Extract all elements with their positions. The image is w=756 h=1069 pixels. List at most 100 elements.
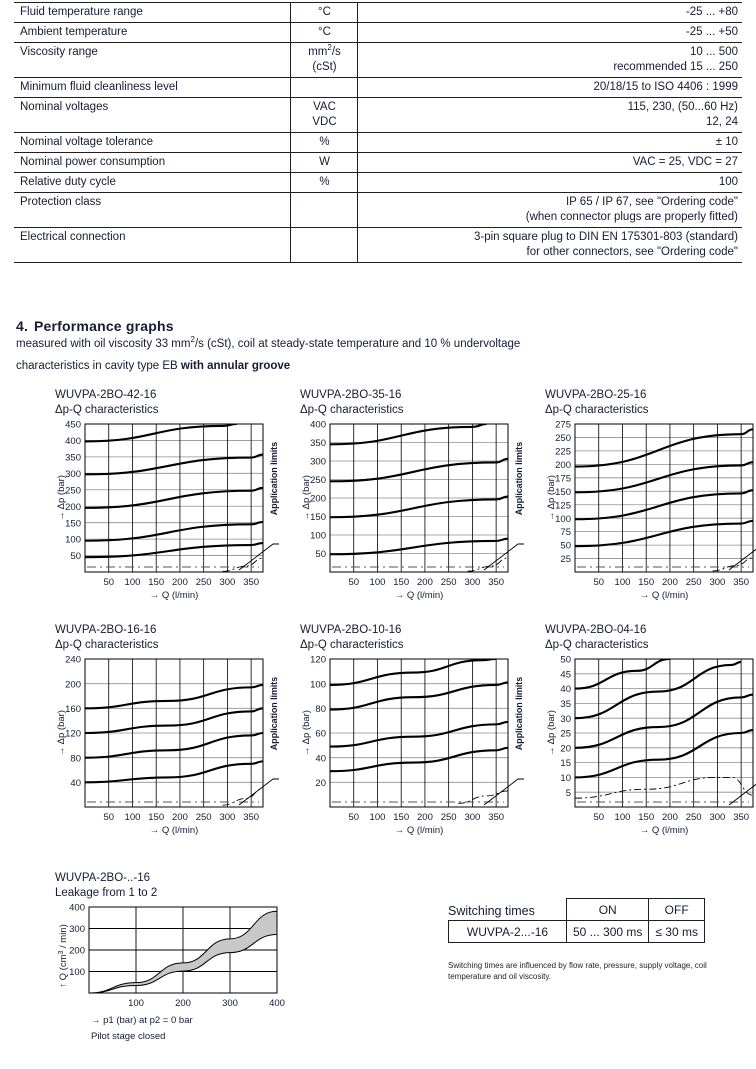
spec-name: Relative duty cycle: [14, 172, 290, 193]
series-curve-3: [575, 461, 753, 494]
spec-value: ± 10: [357, 132, 742, 153]
series-curve-3: [575, 660, 742, 720]
spec-unit: °C: [289, 2, 358, 23]
svg-text:450: 450: [65, 420, 81, 431]
spec-value: 10 ... 500 recommended 15 ... 250: [357, 42, 742, 78]
svg-text:350: 350: [488, 577, 504, 588]
series-curve-5: [85, 424, 237, 443]
series-limit: [575, 776, 753, 799]
svg-text:50: 50: [315, 549, 326, 560]
svg-text:300: 300: [222, 998, 238, 1009]
svg-text:225: 225: [555, 447, 571, 458]
series-limit: [467, 557, 508, 572]
application-limits-leader: [728, 783, 756, 806]
chart-subtitle: Δp-Q characteristics: [55, 404, 159, 416]
spec-value: 3-pin square plug to DIN EN 175301-803 (…: [357, 227, 742, 263]
spec-value: 20/18/15 to ISO 4406 : 1999: [357, 77, 742, 98]
svg-text:→ Δp (bar): → Δp (bar): [56, 475, 67, 521]
svg-text:45: 45: [560, 669, 571, 680]
plot-wrap: 50 100 150 200 250 300 350 400 50 100 150 200 250 300…: [300, 418, 530, 602]
chart-plot-wuvpa-2bo-25-16: 25 50 75 100 125 150 175 200 225 250 275 50 100 150 20…: [546, 420, 756, 601]
svg-text:50: 50: [560, 541, 571, 552]
spec-unit: [289, 192, 358, 228]
chart-title: WUVPA-2BO-35-16: [300, 389, 402, 401]
svg-text:250: 250: [310, 475, 326, 486]
off-value: ≤ 30 ms: [648, 920, 705, 943]
svg-text:→ Q (l/min): → Q (l/min): [395, 825, 444, 836]
table-row: Minimum fluid cleanliness level 20/18/15…: [14, 77, 742, 98]
svg-text:20: 20: [315, 778, 326, 789]
spec-name: Minimum fluid cleanliness level: [14, 77, 290, 98]
series-limit: [222, 788, 263, 806]
row-label: WUVPA-2...-16: [448, 920, 567, 943]
value-line: for other connectors, see "Ordering code…: [526, 246, 738, 258]
unit-per-s: /s: [331, 46, 341, 58]
application-limits-leader: [483, 543, 524, 571]
leakage-y-label: ↑ Q (cm3 / min): [58, 924, 70, 988]
chart-subtitle: Δp-Q characteristics: [545, 404, 649, 416]
plot-wrap: 50 100 150 200 250 300 350 400 450 50 100 150 200 250…: [55, 418, 285, 602]
svg-text:200: 200: [662, 577, 678, 588]
svg-text:150: 150: [65, 518, 81, 529]
subtitle-part-b: /s (cSt), coil at steady-state temperatu…: [194, 338, 521, 350]
svg-text:100: 100: [125, 577, 141, 588]
svg-text:50: 50: [103, 577, 114, 588]
plot-wrap: 25 50 75 100 125 150 175 200 225 250 275 50 100 150 20…: [545, 418, 756, 602]
series-curve-3: [85, 707, 263, 735]
table-row: Nominal voltages VAC VDC 115, 230, (50..…: [14, 97, 742, 133]
spec-value: -25 ... +80: [357, 2, 742, 23]
chart-wuvpa-2bo-dotdot-16: WUVPA-2BO-..-16 Leakage from 1 to 2 100 200…: [55, 871, 285, 1042]
unit-line: VAC: [313, 101, 336, 113]
series-curve-4: [330, 424, 487, 446]
spec-unit: mm2/s (cSt): [289, 42, 358, 78]
svg-text:275: 275: [555, 420, 571, 431]
application-limits-leader: [238, 778, 279, 806]
svg-text:35: 35: [560, 699, 571, 710]
on-value: 50 ... 300 ms: [565, 920, 650, 943]
chart-title: WUVPA-2BO-10-16: [300, 624, 402, 636]
svg-text:150: 150: [148, 812, 164, 823]
svg-text:150: 150: [555, 487, 571, 498]
unit-exponent: 2: [327, 43, 332, 53]
switching-times-title: Switching times: [448, 904, 535, 918]
svg-text:250: 250: [196, 577, 212, 588]
spec-name: Nominal voltage tolerance: [14, 132, 290, 153]
section-subtitle-2: characteristics in cavity type EB with a…: [16, 360, 290, 372]
series-curve-2: [575, 693, 753, 749]
leakage-footer-note: Pilot stage closed: [91, 1031, 166, 1042]
spec-table-body: Fluid temperature range °C -25 ... +80 A…: [14, 2, 742, 263]
svg-text:350: 350: [243, 812, 259, 823]
svg-text:300: 300: [219, 577, 235, 588]
series-limit: [222, 557, 263, 572]
svg-text:40: 40: [70, 778, 81, 789]
table-row: Electrical connection 3-pin square plug …: [14, 227, 742, 263]
svg-text:→ Q (l/min): → Q (l/min): [640, 590, 689, 601]
svg-text:→ Q (l/min): → Q (l/min): [395, 590, 444, 601]
series-curve-1: [85, 542, 263, 559]
series-curve-3: [85, 486, 263, 509]
spec-name: Nominal power consumption: [14, 152, 290, 173]
svg-text:200: 200: [65, 502, 81, 513]
spec-unit: %: [289, 132, 358, 153]
chart-subtitle: Δp-Q characteristics: [55, 639, 159, 651]
svg-text:100: 100: [310, 679, 326, 690]
svg-text:200: 200: [175, 998, 191, 1009]
series-limit: [712, 557, 753, 572]
subtitle-part-a: measured with oil viscosity 33 mm: [16, 338, 191, 350]
series-curve-1: [330, 537, 508, 556]
svg-text:250: 250: [196, 812, 212, 823]
table-row: Nominal voltage tolerance % ± 10: [14, 132, 742, 153]
chart-wuvpa-2bo-42-16: WUVPA-2BO-42-16 Δp-Q characteristics 50 100…: [55, 388, 285, 602]
section-number: 4.: [16, 318, 29, 334]
chart-plot-wuvpa-2bo-42-16: 50 100 150 200 250 300 350 400 450 50 100 150 200 250…: [56, 420, 279, 601]
table-row: WUVPA-2...-16 50 ... 300 ms ≤ 30 ms: [448, 920, 705, 943]
svg-text:175: 175: [555, 473, 571, 484]
leakage-chart-title: WUVPA-2BO-..-16: [55, 872, 150, 884]
svg-text:250: 250: [555, 433, 571, 444]
chart-plot-wuvpa-2bo-04-16: 5 10 15 20 25 30 35 40 45 50 50 100 150 200 250 300 350 →…: [546, 655, 756, 836]
application-limits-leader: [238, 543, 279, 571]
svg-text:20: 20: [560, 743, 571, 754]
svg-text:→ Δp (bar): → Δp (bar): [56, 710, 67, 756]
svg-text:200: 200: [69, 946, 85, 957]
chart-subtitle: Δp-Q characteristics: [300, 639, 404, 651]
